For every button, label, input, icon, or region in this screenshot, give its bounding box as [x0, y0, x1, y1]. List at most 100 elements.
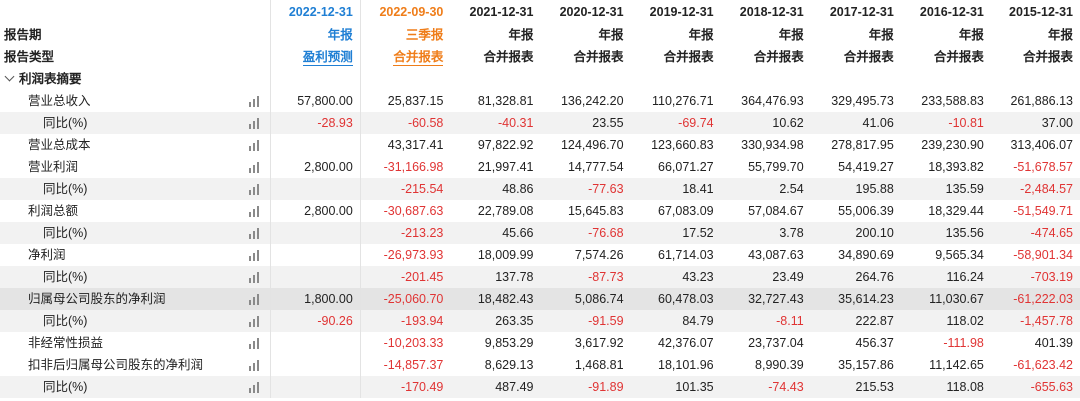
period-cell: 年报: [958, 28, 984, 42]
date-header[interactable]: 2020-12-31: [559, 5, 624, 19]
value-cell: [270, 178, 361, 200]
type-cell: 合并报表: [483, 50, 534, 64]
bar-chart-icon[interactable]: [248, 184, 261, 196]
value-cell: -10.81: [900, 112, 991, 134]
section-row: 利润表摘要: [0, 68, 1080, 90]
value-cell: -74.43: [720, 376, 811, 398]
value-cell: -26,973.93: [383, 248, 444, 262]
value-cell: 101.35: [630, 376, 721, 398]
value-cell: 195.88: [810, 178, 901, 200]
value-cell: -51,549.71: [1013, 204, 1073, 218]
table-row[interactable]: 扣非后归属母公司股东的净利润 -14,857.37 8,629.13 1,468.81…: [0, 354, 1080, 376]
table-row[interactable]: 非经常性损益 -10,203.33 9,853.29 3,617.92 42,376.0…: [0, 332, 1080, 354]
value-cell: 222.87: [810, 310, 901, 332]
table-row[interactable]: 净利润 -26,973.93 18,009.99 7,574.26 61,714.03 4…: [0, 244, 1080, 266]
value-cell: 263.35: [450, 310, 541, 332]
table-row[interactable]: 营业总成本 43,317.41 97,822.92 124,496.70 123,660…: [0, 134, 1080, 156]
value-cell: 8,990.39: [755, 358, 804, 372]
value-cell: -111.98: [943, 336, 984, 350]
period-label: 报告期: [4, 28, 42, 42]
value-cell: 81,328.81: [477, 94, 534, 108]
row-label: 营业总收入: [28, 94, 91, 108]
value-cell: 35,157.86: [838, 358, 894, 372]
value-cell: 43,087.63: [748, 248, 804, 262]
table-row[interactable]: 同比(%) -170.49 487.49 -91.89 101.35 -74.43 215.…: [0, 376, 1080, 398]
row-label: 扣非后归属母公司股东的净利润: [28, 358, 204, 372]
value-cell: 116.24: [900, 266, 991, 288]
value-cell: [270, 222, 361, 244]
value-cell: 9,853.29: [484, 336, 534, 350]
report-type-link[interactable]: 合并报表: [393, 50, 444, 66]
value-cell: 135.59: [900, 178, 991, 200]
value-cell: -201.45: [360, 266, 451, 288]
row-label: 同比(%): [0, 222, 241, 244]
value-cell: -60.58: [360, 112, 451, 134]
bar-chart-icon[interactable]: [248, 250, 261, 262]
date-header[interactable]: 2018-12-31: [739, 5, 804, 19]
table-row[interactable]: 营业利润 2,800.00 -31,166.98 21,997.41 14,777.54…: [0, 156, 1080, 178]
value-cell: -2,484.57: [990, 178, 1080, 200]
table-row[interactable]: 同比(%) -213.23 45.66 -76.68 17.52 3.78 200.10 13…: [0, 222, 1080, 244]
bar-chart-icon[interactable]: [248, 316, 261, 328]
table-row[interactable]: 营业总收入 57,800.00 25,837.15 81,328.81 136,242.…: [0, 90, 1080, 112]
header-period-row: 报告期 年报 三季报 年报 年报 年报 年报 年报 年报 年报: [0, 24, 1080, 46]
value-cell: 239,230.90: [921, 138, 984, 152]
value-cell: -193.94: [360, 310, 451, 332]
value-cell: 42,376.07: [658, 336, 714, 350]
value-cell: 57,800.00: [270, 90, 361, 112]
value-cell: -8.11: [720, 310, 811, 332]
value-cell: -474.65: [990, 222, 1080, 244]
value-cell: 21,997.41: [477, 160, 534, 174]
value-cell: 18,009.99: [477, 248, 534, 262]
value-cell: 135.56: [900, 222, 991, 244]
table-row[interactable]: 归属母公司股东的净利润 1,800.00 -25,060.70 18,482.43 5,…: [0, 288, 1080, 310]
bar-chart-icon[interactable]: [248, 206, 261, 218]
date-header[interactable]: 2017-12-31: [829, 5, 894, 19]
value-cell: 278,817.95: [831, 138, 894, 152]
table-row[interactable]: 同比(%) -215.54 48.86 -77.63 18.41 2.54 195.88 13…: [0, 178, 1080, 200]
bar-chart-icon[interactable]: [248, 272, 261, 284]
table-row[interactable]: 利润总额 2,800.00 -30,687.63 22,789.08 15,645.83…: [0, 200, 1080, 222]
table-row[interactable]: 同比(%) -28.93 -60.58 -40.31 23.55 -69.74 10.62 4…: [0, 112, 1080, 134]
table-row[interactable]: 同比(%) -90.26 -193.94 263.35 -91.59 84.79 -8.11…: [0, 310, 1080, 332]
bar-chart-icon[interactable]: [248, 118, 261, 130]
bar-chart-icon[interactable]: [248, 228, 261, 240]
bar-chart-icon[interactable]: [248, 294, 261, 306]
value-cell: 37.00: [990, 112, 1080, 134]
period-cell: 年报: [1047, 28, 1073, 42]
value-cell: -76.68: [540, 222, 631, 244]
date-header[interactable]: 2022-09-30: [379, 5, 444, 19]
chevron-down-icon[interactable]: [4, 71, 15, 82]
value-cell: -91.89: [540, 376, 631, 398]
value-cell: 11,142.65: [929, 358, 984, 372]
table-row[interactable]: 同比(%) -201.45 137.78 -87.73 43.23 23.49 264.76…: [0, 266, 1080, 288]
bar-chart-icon[interactable]: [248, 162, 261, 174]
value-cell: 48.86: [450, 178, 541, 200]
type-cell: 合并报表: [843, 50, 894, 64]
date-header[interactable]: 2021-12-31: [469, 5, 534, 19]
row-label: 净利润: [28, 248, 66, 262]
bar-chart-icon[interactable]: [248, 338, 261, 350]
date-header[interactable]: 2022-12-31: [270, 0, 361, 24]
period-cell: 年报: [868, 28, 894, 42]
report-type-link[interactable]: 盈利预测: [302, 50, 353, 66]
date-header[interactable]: 2019-12-31: [649, 5, 714, 19]
value-cell: 25,837.15: [387, 94, 444, 108]
period-cell: 年报: [688, 28, 714, 42]
bar-chart-icon[interactable]: [248, 96, 261, 108]
date-header[interactable]: 2016-12-31: [919, 5, 984, 19]
value-cell: [270, 332, 361, 354]
value-cell: 23.55: [540, 112, 631, 134]
period-cell: 三季报: [405, 28, 444, 42]
date-header[interactable]: 2015-12-31: [1009, 5, 1073, 19]
bar-chart-icon[interactable]: [248, 360, 261, 372]
value-cell: -213.23: [360, 222, 451, 244]
bar-chart-icon[interactable]: [248, 140, 261, 152]
value-cell: 5,086.74: [540, 288, 631, 310]
value-cell: 264.76: [810, 266, 901, 288]
value-cell: [270, 354, 361, 376]
section-toggle[interactable]: 利润表摘要: [0, 68, 240, 90]
bar-chart-icon[interactable]: [248, 382, 261, 394]
value-cell: 43,317.41: [387, 138, 444, 152]
